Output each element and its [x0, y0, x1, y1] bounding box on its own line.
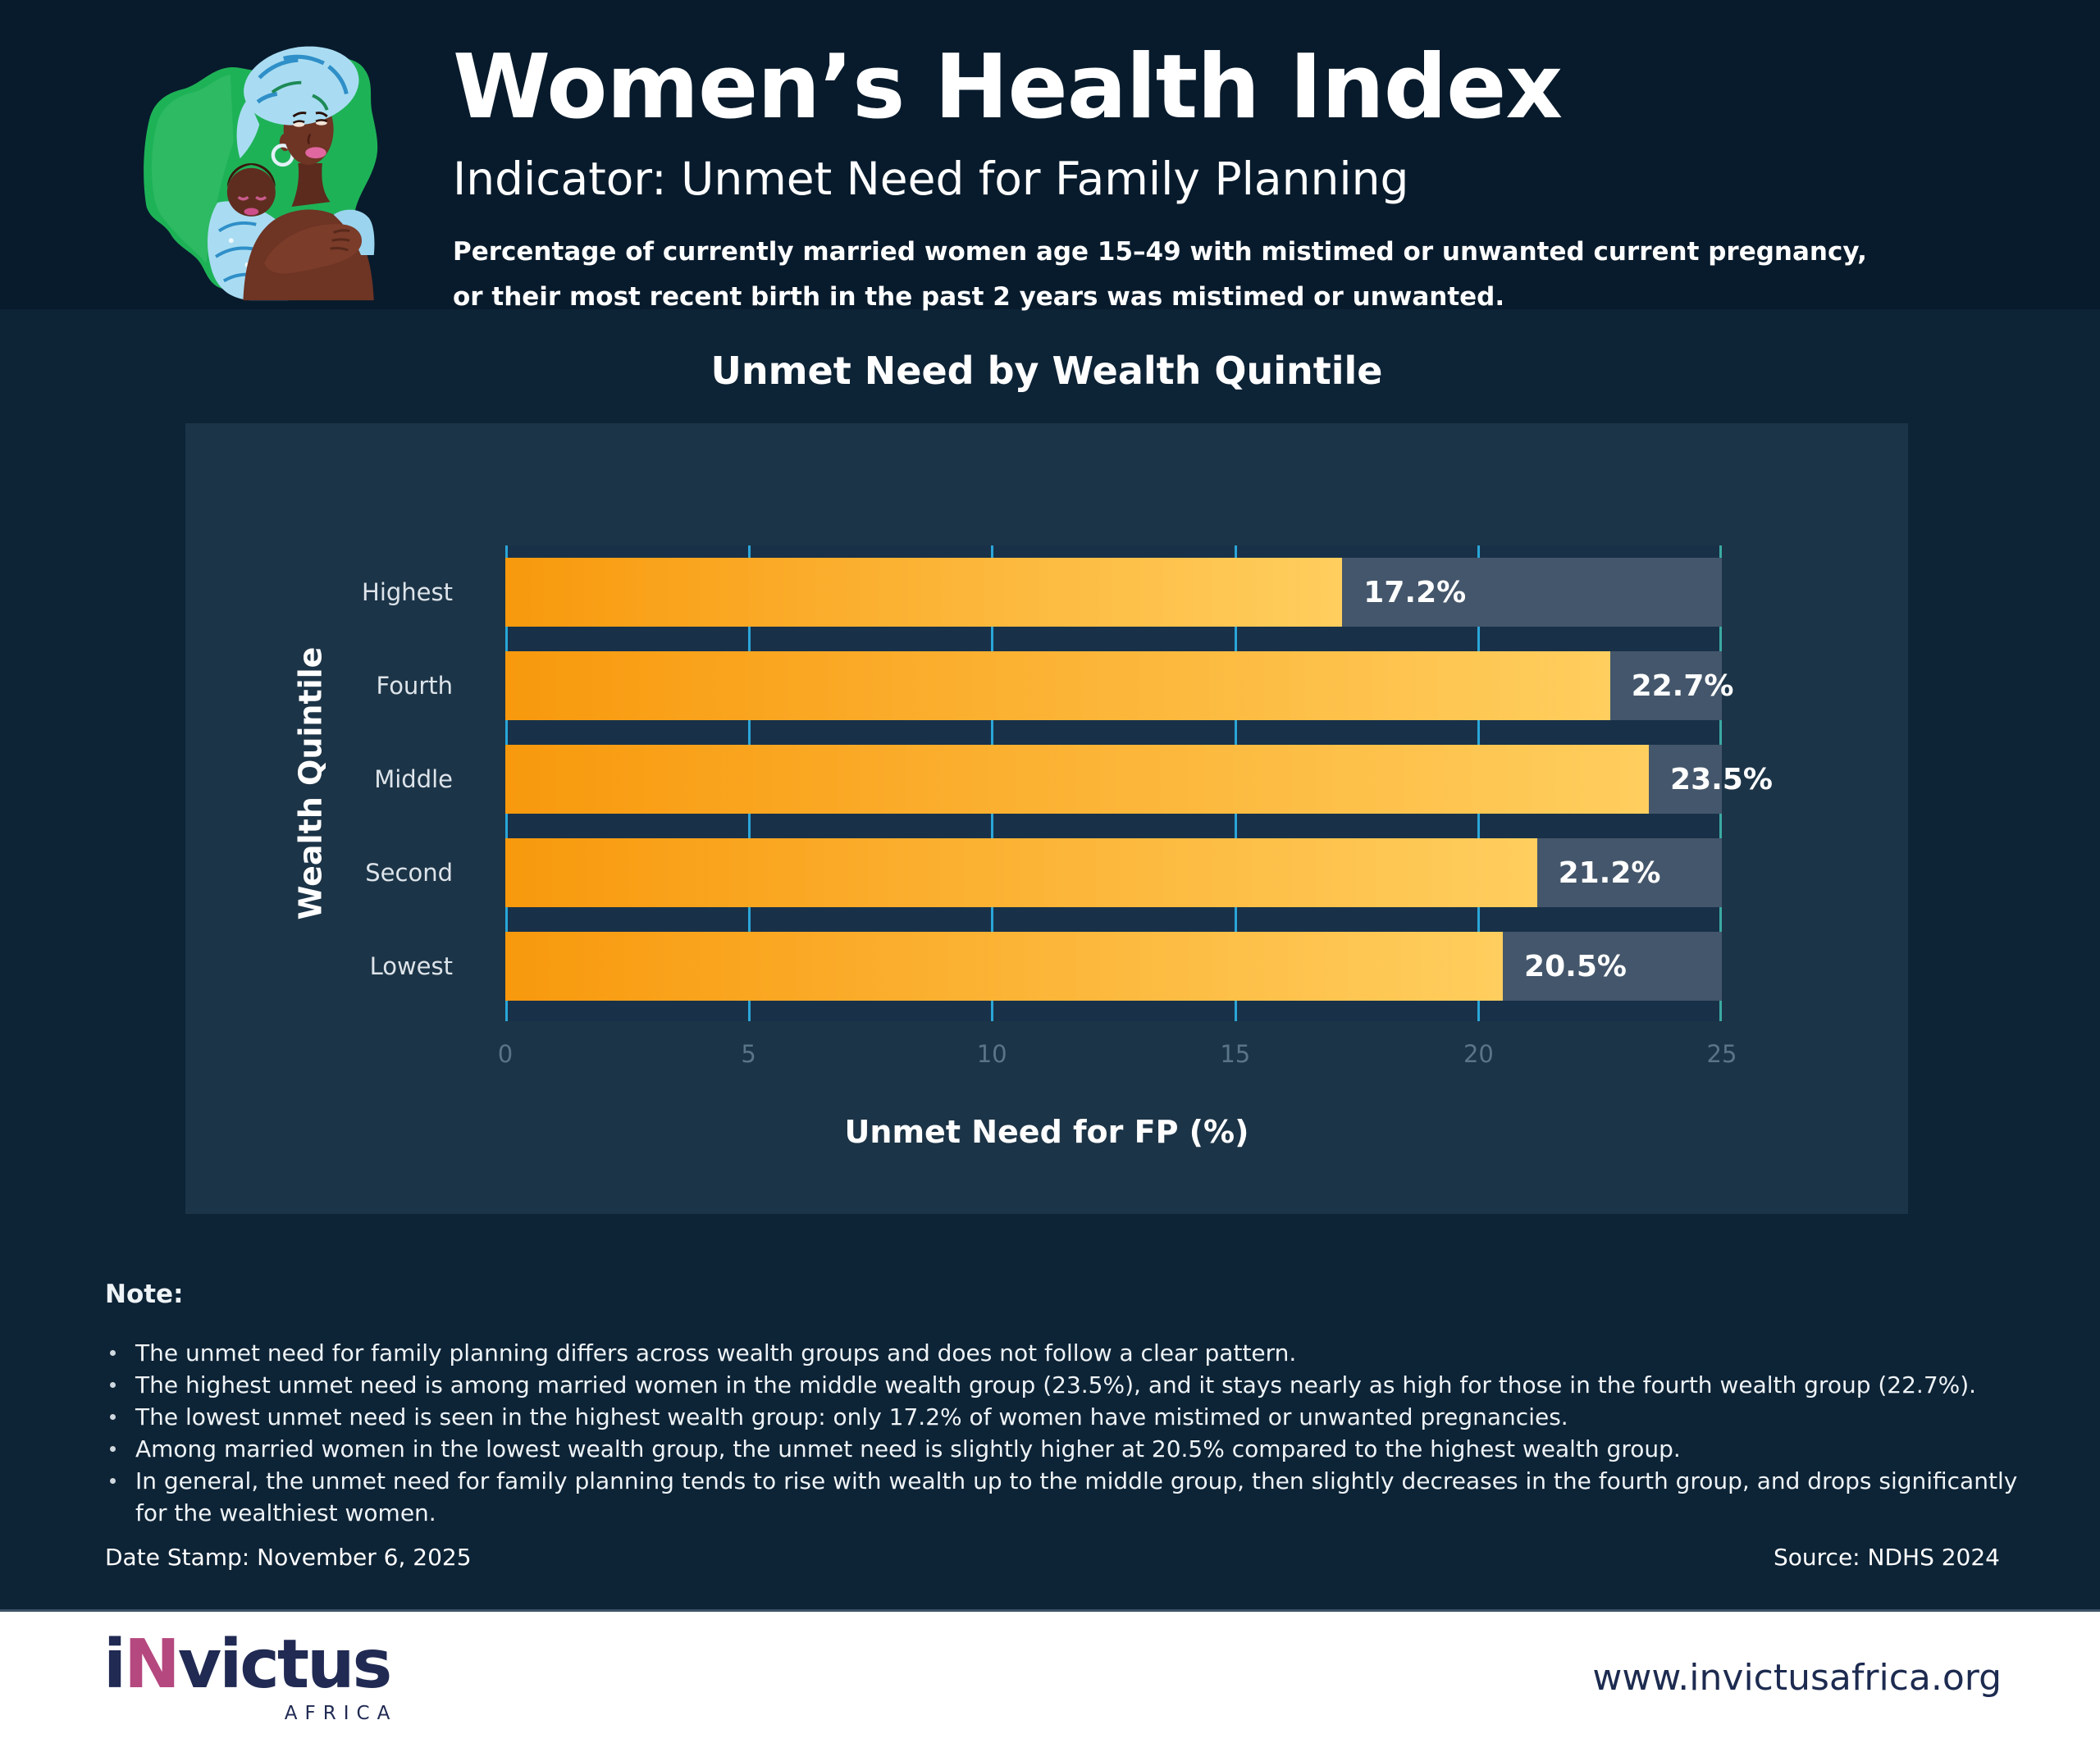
note-item: In general, the unmet need for family pl… — [105, 1465, 2048, 1529]
note-item: The highest unmet need is among married … — [105, 1369, 2048, 1401]
tick-label: 0 — [497, 1040, 514, 1068]
bar-row: Fourth 22.7% — [377, 651, 1733, 720]
note-text: In general, the unmet need for family pl… — [135, 1467, 2018, 1526]
tick-label: 10 — [976, 1040, 1007, 1068]
page-title: Women’s Health Index — [453, 36, 1563, 139]
description-line-2: or their most recent birth in the past 2… — [453, 282, 1505, 313]
bar-fourth — [505, 651, 1610, 720]
bullet-dot-icon — [110, 1446, 116, 1452]
bullet-dot-icon — [110, 1382, 116, 1388]
tick-label: 15 — [1220, 1040, 1251, 1068]
indicator-subtitle: Indicator: Unmet Need for Family Plannin… — [453, 153, 1409, 206]
source-label: Source: NDHS 2024 — [1774, 1544, 2000, 1571]
bar-value-label: 17.2% — [1363, 575, 1467, 609]
footer: iNvictus AFRICA www.invictusafrica.org — [0, 1609, 2100, 1743]
bullet-dot-icon — [110, 1478, 116, 1484]
bar-middle — [505, 745, 1650, 814]
notes-section: Note: The unmet need for family planning… — [105, 1280, 2048, 1529]
category-label: Fourth — [376, 672, 453, 700]
x-axis-ticks: 0 5 10 15 20 25 — [498, 1040, 1737, 1073]
note-text: The unmet need for family planning diffe… — [135, 1339, 1297, 1367]
note-item: Among married women in the lowest wealth… — [105, 1433, 2048, 1465]
website-link: www.invictusafrica.org — [1592, 1656, 2002, 1699]
headwrap — [236, 46, 359, 159]
chart-panel: Wealth Quintile Highest 17.2% Fourth — [185, 423, 1908, 1214]
bullet-dot-icon — [110, 1350, 116, 1356]
mother-illustration — [208, 46, 375, 301]
x-axis-label: Unmet Need for FP (%) — [844, 1114, 1249, 1150]
bar-second — [505, 838, 1537, 907]
category-label: Second — [365, 859, 453, 887]
bar-row: Second 21.2% — [365, 838, 1722, 907]
brand-subtext: AFRICA — [284, 1702, 398, 1724]
note-text: The lowest unmet need is seen in the hig… — [135, 1403, 1568, 1430]
bar-row: Lowest 20.5% — [370, 932, 1722, 1001]
note-item: The unmet need for family planning diffe… — [105, 1337, 2048, 1369]
bar-value-label: 20.5% — [1524, 949, 1627, 983]
header: Women’s Health Index Indicator: Unmet Ne… — [0, 0, 2100, 312]
note-item: The lowest unmet need is seen in the hig… — [105, 1401, 2048, 1433]
bar-highest — [505, 558, 1343, 627]
category-label: Highest — [362, 578, 453, 606]
tick-label: 5 — [741, 1040, 756, 1068]
mother-and-child-nigeria-logo — [144, 46, 378, 301]
face-details — [292, 112, 328, 159]
category-label: Middle — [374, 765, 453, 793]
bullet-dot-icon — [110, 1414, 116, 1420]
mother-neck — [291, 162, 331, 208]
mother-arm — [264, 224, 363, 274]
plot-area: Highest 17.2% Fourth 22.7% Middle 23.5% — [362, 545, 1773, 1021]
description-line-1: Percentage of currently married women ag… — [453, 237, 1867, 267]
bar-value-label: 21.2% — [1558, 856, 1661, 890]
category-label: Lowest — [369, 952, 453, 980]
brand-wordmark: iNvictus — [103, 1625, 392, 1704]
bar-value-label: 22.7% — [1631, 668, 1734, 703]
tick-label: 25 — [1706, 1040, 1737, 1068]
meta-row: Date Stamp: November 6, 2025 Source: NDH… — [105, 1544, 2000, 1571]
date-stamp: Date Stamp: November 6, 2025 — [105, 1544, 472, 1571]
bar-row: Highest 17.2% — [362, 558, 1722, 627]
bar-lowest — [505, 932, 1504, 1001]
note-text: The highest unmet need is among married … — [135, 1371, 1977, 1399]
note-list: The unmet need for family planning diffe… — [105, 1337, 2048, 1529]
note-text: Among married women in the lowest wealth… — [135, 1435, 1681, 1462]
baby-head — [226, 162, 276, 217]
chart-title: Unmet Need by Wealth Quintile — [710, 349, 1383, 393]
brand-accent-letter: N — [124, 1625, 180, 1704]
tick-label: 20 — [1463, 1040, 1494, 1068]
bar-value-label: 23.5% — [1670, 762, 1773, 796]
chart-section: Unmet Need by Wealth Quintile Wealth Qui… — [0, 309, 2100, 1609]
bar-row: Middle 23.5% — [374, 745, 1773, 814]
invictus-africa-logo: iNvictus AFRICA — [103, 1625, 392, 1724]
note-heading: Note: — [105, 1280, 184, 1309]
